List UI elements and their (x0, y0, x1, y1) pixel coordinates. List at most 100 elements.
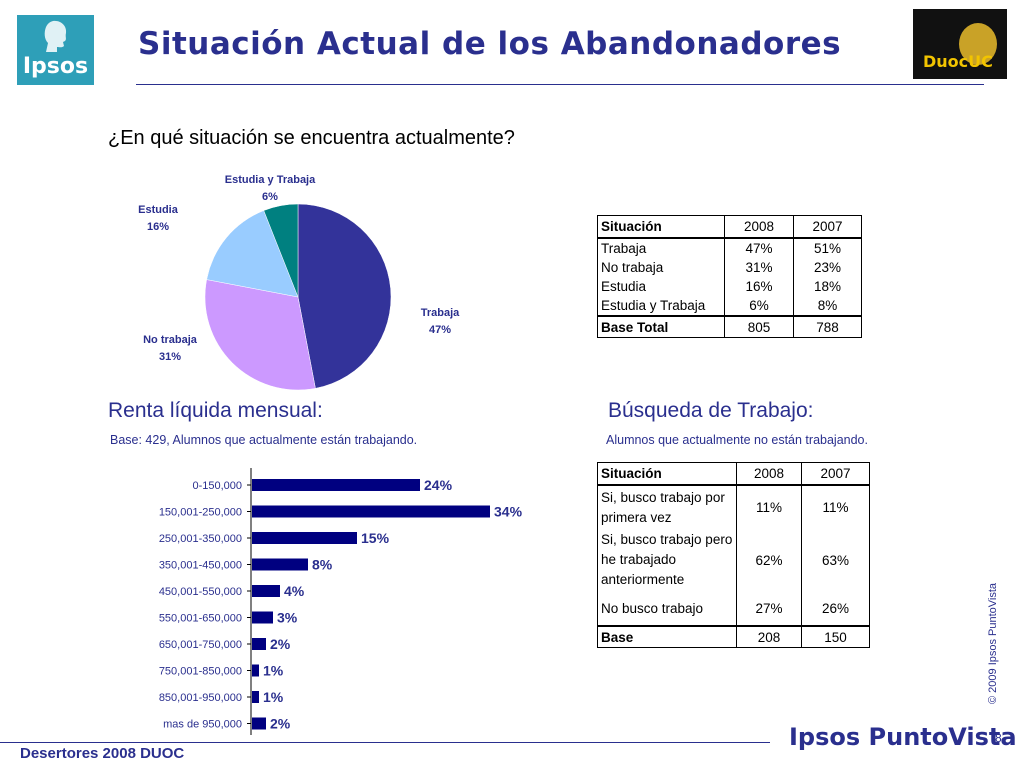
table-cell: 150 (801, 625, 870, 648)
bar-category-label: 150,001-250,000 (159, 507, 242, 519)
duoc-logo-text: DuocUC (923, 52, 993, 71)
pie-slice-estudia-y-trabaja (263, 203, 299, 298)
table-base-row: Base 208 150 (597, 625, 870, 648)
income-section-subtitle: Base: 429, Alumnos que actualmente están… (110, 433, 418, 447)
ipsos-puntovista-logo: Ipsos PuntoVista (789, 723, 1017, 751)
table-cell: No busco trabajo (597, 591, 737, 626)
page-title: Situación Actual de los Abandonadores (138, 26, 842, 62)
bar-category-label: 450,001-550,000 (159, 586, 242, 598)
copyright-text: © 2009 Ipsos PuntoVista (987, 582, 999, 704)
ipsos-logo-text: Ipsos (22, 54, 89, 79)
table-cell: 16% (724, 277, 794, 296)
table-cell: 8% (793, 296, 862, 316)
bar (252, 585, 280, 597)
table-cell: Si, busco trabajo por primera vez (597, 485, 737, 529)
question-heading: ¿En qué situación se encuentra actualmen… (108, 127, 515, 149)
bar (252, 479, 420, 491)
bar-value-label: 15% (361, 530, 390, 546)
income-bar-chart: 0-150,000 24% 150,001-250,000 34% 250,001-35… (159, 468, 523, 735)
pie-label-no-trabaja-pct: 31% (158, 351, 182, 363)
pie-label-estudia: Estudia 16% (120, 202, 196, 236)
table-row: Estudia 16% 18% (597, 277, 862, 296)
pie-label-estudia-name: Estudia (138, 204, 178, 216)
bar (252, 505, 490, 518)
footer-caption: Desertores 2008 DUOC (20, 745, 185, 762)
header-cell: Situación (597, 215, 725, 239)
situation-pie-chart (204, 203, 392, 391)
table-cell: No trabaja (597, 258, 725, 277)
bar-value-label: 1% (263, 689, 284, 705)
table-cell: 31% (724, 258, 794, 277)
situation-table: Situación 2008 2007 Trabaja 47% 51% No t… (597, 215, 862, 338)
table-base-row: Base Total 805 788 (597, 315, 862, 338)
pie-slice-estudia (206, 210, 299, 298)
table-cell: Base (597, 625, 737, 648)
income-section-title: Renta líquida mensual: (108, 399, 323, 422)
bar-value-label: 1% (263, 663, 284, 679)
university-seal-icon (959, 23, 997, 65)
pie-label-no-trabaja: No trabaja 31% (130, 332, 210, 366)
bar-category-label: 750,001-850,000 (159, 666, 242, 678)
table-cell: Trabaja (597, 238, 725, 258)
table-cell: Estudia y Trabaja (597, 296, 725, 316)
table-cell: 23% (793, 258, 862, 277)
bar-category-label: 350,001-450,000 (159, 560, 242, 572)
table-cell: 805 (724, 315, 794, 338)
bar-category-label: 850,001-950,000 (159, 692, 242, 704)
bar-category-label: 550,001-650,000 (159, 613, 242, 625)
head-silhouette-icon (44, 20, 67, 52)
footer-divider (0, 742, 770, 743)
table-cell: Base Total (597, 315, 725, 338)
table-row: Trabaja 47% 51% (597, 238, 862, 258)
pie-label-trabaja: Trabaja 47% (400, 305, 480, 339)
header-cell: 2008 (736, 462, 802, 486)
bar-category-label: 250,001-350,000 (159, 533, 242, 545)
bar (252, 717, 266, 730)
table-cell: 788 (793, 315, 862, 338)
bar (252, 611, 273, 624)
bar (252, 558, 308, 571)
pie-label-trabaja-name: Trabaja (420, 307, 460, 319)
table-cell: 11% (801, 485, 870, 529)
header-cell: 2007 (793, 215, 862, 239)
job-search-section-title: Búsqueda de Trabajo: (608, 399, 814, 422)
bar (252, 664, 259, 677)
table-cell: 18% (793, 277, 862, 296)
bar (252, 638, 266, 650)
bar-category-label: 650,001-750,000 (159, 639, 242, 651)
header-cell: 2007 (801, 462, 870, 486)
table-cell: 62% (736, 529, 802, 591)
title-divider (136, 84, 984, 85)
pie-slice-no-trabaja (204, 279, 316, 391)
bar (252, 691, 259, 703)
duoc-logo: DuocUC (913, 9, 1007, 79)
pie-label-trabaja-pct: 47% (428, 324, 452, 336)
table-cell: 26% (801, 591, 870, 626)
table-cell: 208 (736, 625, 802, 648)
bar-value-label: 34% (494, 504, 523, 520)
pie-label-estudia-y-trabaja-pct: 6% (262, 191, 278, 203)
pie-label-estudia-y-trabaja-name: Estudia y Trabaja (224, 174, 316, 186)
table-cell: 51% (793, 238, 862, 258)
page-number: 8 (995, 731, 1002, 745)
job-search-section-subtitle: Alumnos que actualmente no están trabaja… (606, 433, 868, 447)
pie-slice-trabaja (297, 203, 392, 389)
table-row: No trabaja 31% 23% (597, 258, 862, 277)
header-cell: Situación (597, 462, 737, 486)
table-row: No busco trabajo 27% 26% (597, 591, 870, 626)
pie-label-estudia-pct: 16% (146, 221, 170, 233)
table-cell: Si, busco trabajo pero he trabajado ante… (597, 529, 737, 591)
table-header-row: Situación 2008 2007 (597, 462, 870, 486)
bar-value-label: 3% (277, 610, 298, 626)
bar-category-label: mas de 950,000 (163, 719, 242, 731)
table-cell: 27% (736, 591, 802, 626)
table-row: Estudia y Trabaja 6% 8% (597, 296, 862, 316)
pie-label-estudia-y-trabaja: Estudia y Trabaja 6% (210, 172, 330, 206)
bar-value-label: 2% (270, 636, 291, 652)
table-cell: 6% (724, 296, 794, 316)
bar-category-label: 0-150,000 (192, 480, 242, 492)
table-header-row: Situación 2008 2007 (597, 215, 862, 239)
ipsos-logo: Ipsos (17, 15, 94, 85)
job-search-table: Situación 2008 2007 Si, busco trabajo po… (597, 462, 870, 648)
table-row: Si, busco trabajo por primera vez 11% 11… (597, 485, 870, 529)
